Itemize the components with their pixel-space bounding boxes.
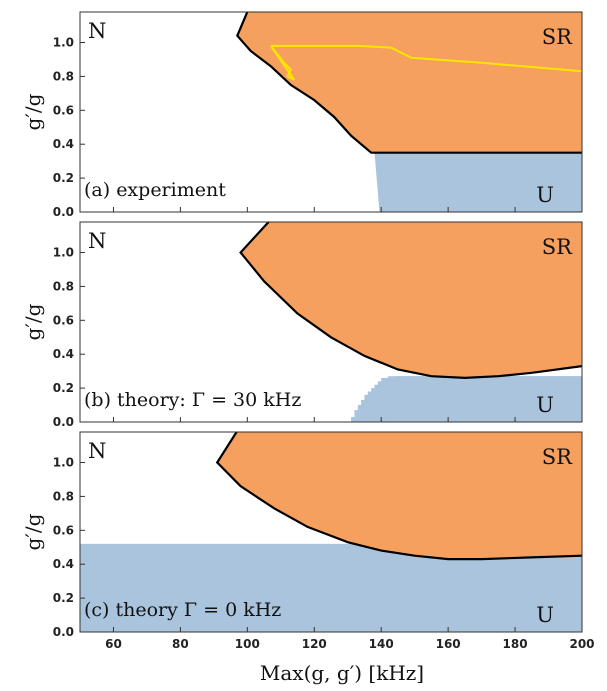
x-tick-label: 200 — [569, 637, 594, 651]
region-label-U: U — [536, 603, 554, 627]
panel-a: 0.0 0.2 0.4 0.6 0.8 1.0 g′/g N SR U (a) experiment — [21, 11, 583, 219]
panel-label: (a) experiment — [84, 179, 226, 201]
x-tick-label: 80 — [172, 637, 189, 651]
x-tick-label: 60 — [105, 637, 122, 651]
x-tick-label: 140 — [369, 637, 394, 651]
x-tick-label: 180 — [503, 637, 528, 651]
region-label-U: U — [536, 183, 554, 207]
region-label-SR: SR — [542, 25, 573, 49]
y-tick-label: 0.8 — [53, 489, 74, 503]
y-tick-label: 0.6 — [53, 103, 74, 117]
y-tick-label: 0.2 — [53, 591, 74, 605]
plot-area — [236, 12, 582, 212]
region-label-SR: SR — [542, 235, 573, 259]
region-label-U: U — [536, 393, 554, 417]
phase-boundary — [215, 432, 582, 561]
region-SR — [240, 222, 582, 378]
y-tick-label: 0.6 — [53, 523, 74, 537]
panel-label: (c) theory Γ = 0 kHz — [84, 599, 281, 621]
experiment-contour-hook — [269, 45, 296, 81]
experiment-contour — [270, 44, 582, 73]
region-SR — [217, 432, 582, 560]
y-tick-label: 0.2 — [53, 381, 74, 395]
y-tick-label: 1.0 — [53, 246, 74, 260]
y-tick-label: 0.0 — [53, 205, 74, 219]
y-tick-label: 0.0 — [53, 625, 74, 639]
x-axis-title: Max(g, g′) [kHz] — [260, 661, 424, 685]
plot-area — [239, 222, 582, 422]
region-SR — [237, 12, 582, 153]
region-label-SR: SR — [542, 445, 573, 469]
region-U-step — [394, 376, 582, 422]
phase-boundary — [239, 222, 582, 380]
y-axis-title: g′/g — [21, 93, 45, 130]
panel-b: 0.0 0.2 0.4 0.6 0.8 1.0 g′/g N SR U (b) theory: Γ … — [21, 221, 583, 429]
phase-boundary — [236, 12, 582, 154]
y-axis-title: g′/g — [21, 303, 45, 340]
panel-label: (b) theory: Γ = 30 kHz — [84, 389, 301, 411]
y-tick-label: 0.6 — [53, 313, 74, 327]
y-tick-label: 1.0 — [53, 456, 74, 470]
plot-area — [80, 432, 582, 632]
x-tick-label: 160 — [436, 637, 461, 651]
region-label-N: N — [88, 229, 106, 253]
plot-frame — [79, 221, 583, 423]
plot-frame — [79, 431, 583, 633]
x-tick-label: 120 — [302, 637, 327, 651]
y-tick-label: 0.8 — [53, 279, 74, 293]
y-tick-label: 0.4 — [53, 557, 74, 571]
y-tick-label: 0.4 — [53, 137, 74, 151]
y-tick-label: 0.0 — [53, 415, 74, 429]
plot-frame — [79, 11, 583, 213]
y-tick-label: 0.4 — [53, 347, 74, 361]
y-tick-label: 0.2 — [53, 171, 74, 185]
region-U — [374, 152, 582, 212]
y-tick-label: 0.8 — [53, 69, 74, 83]
region-label-N: N — [88, 19, 106, 43]
y-tick-label: 1.0 — [53, 36, 74, 50]
region-label-N: N — [88, 439, 106, 463]
x-tick-label: 100 — [235, 637, 260, 651]
y-axis-title: g′/g — [21, 513, 45, 550]
panel-c: 0.0 0.2 0.4 0.6 0.8 1.0 60 80 100 120 140 160 180 200… — [21, 431, 595, 651]
